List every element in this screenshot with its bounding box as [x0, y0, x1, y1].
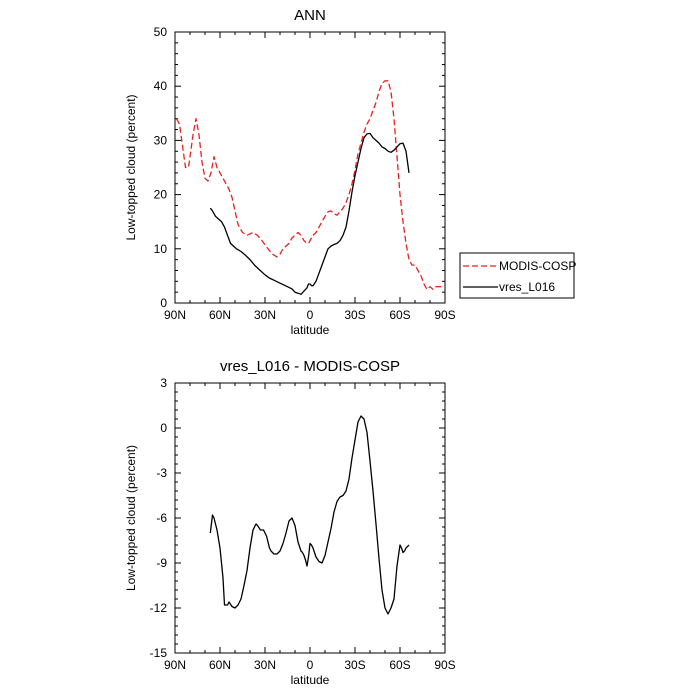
top-chart-title: ANN: [294, 7, 326, 24]
bottom-y-tick-label: -6: [156, 511, 167, 525]
bottom-y-tick-label: -9: [156, 556, 167, 570]
bottom-y-axis-label: Low-topped cloud (percent): [124, 445, 138, 591]
bottom-series-difference-line: [209, 415, 410, 615]
legend-label-modis-cosp: MODIS-COSP: [499, 259, 576, 273]
top-plot-frame: [174, 31, 446, 304]
top-y-axis-label: Low-topped cloud (percent): [124, 94, 138, 240]
top-x-tick-label: 90S: [434, 308, 455, 322]
top-x-tick-label: 60N: [209, 308, 231, 322]
bottom-x-tick-label: 0: [307, 658, 314, 672]
bottom-x-tick-label: 60S: [389, 658, 410, 672]
bottom-y-tick-label: -12: [150, 601, 168, 615]
top-x-tick-label: 60S: [389, 308, 410, 322]
top-y-tick-label: 50: [154, 25, 168, 39]
bottom-x-tick-label: 90N: [164, 658, 186, 672]
top-series-vres-l016-line: [209, 132, 410, 295]
top-y-tick-label: 10: [154, 242, 168, 256]
top-y-tick-label: 0: [160, 296, 167, 310]
legend-box: [459, 252, 575, 299]
top-y-tick-label: 30: [154, 133, 168, 147]
bottom-x-axis-label: latitude: [291, 673, 330, 687]
top-x-tick-label: 90N: [164, 308, 186, 322]
bottom-x-tick-label: 60N: [209, 658, 231, 672]
top-x-axis-label: latitude: [291, 323, 330, 337]
bottom-y-tick-label: 3: [160, 376, 167, 390]
bottom-y-tick-label: -3: [156, 466, 167, 480]
top-y-tick-label: 40: [154, 79, 168, 93]
bottom-chart-title: vres_L016 - MODIS-COSP: [220, 358, 400, 375]
top-y-tick-label: 20: [154, 188, 168, 202]
top-x-tick-label: 30N: [254, 308, 276, 322]
top-x-tick-label: 30S: [344, 308, 365, 322]
legend: MODIS-COSP vres_L016: [459, 252, 576, 299]
top-x-tick-label: 0: [307, 308, 314, 322]
bottom-x-tick-label: 90S: [434, 658, 455, 672]
top-series-modis-cosp-line: [175, 80, 442, 291]
top-chart-panel: ANN 90N 60N 30N 0 30S 60S 90S 0 10 20 30 40 50 latitud…: [124, 7, 576, 337]
bottom-y-tick-label: 0: [160, 421, 167, 435]
bottom-chart-panel: vres_L016 - MODIS-COSP 90N 60N 30N 0 30S 60S 90…: [124, 358, 456, 687]
bottom-y-tick-label: -15: [150, 646, 168, 660]
legend-label-vres-l016: vres_L016: [499, 280, 555, 294]
bottom-plot-frame: [174, 382, 446, 654]
bottom-x-tick-label: 30S: [344, 658, 365, 672]
bottom-x-tick-label: 30N: [254, 658, 276, 672]
